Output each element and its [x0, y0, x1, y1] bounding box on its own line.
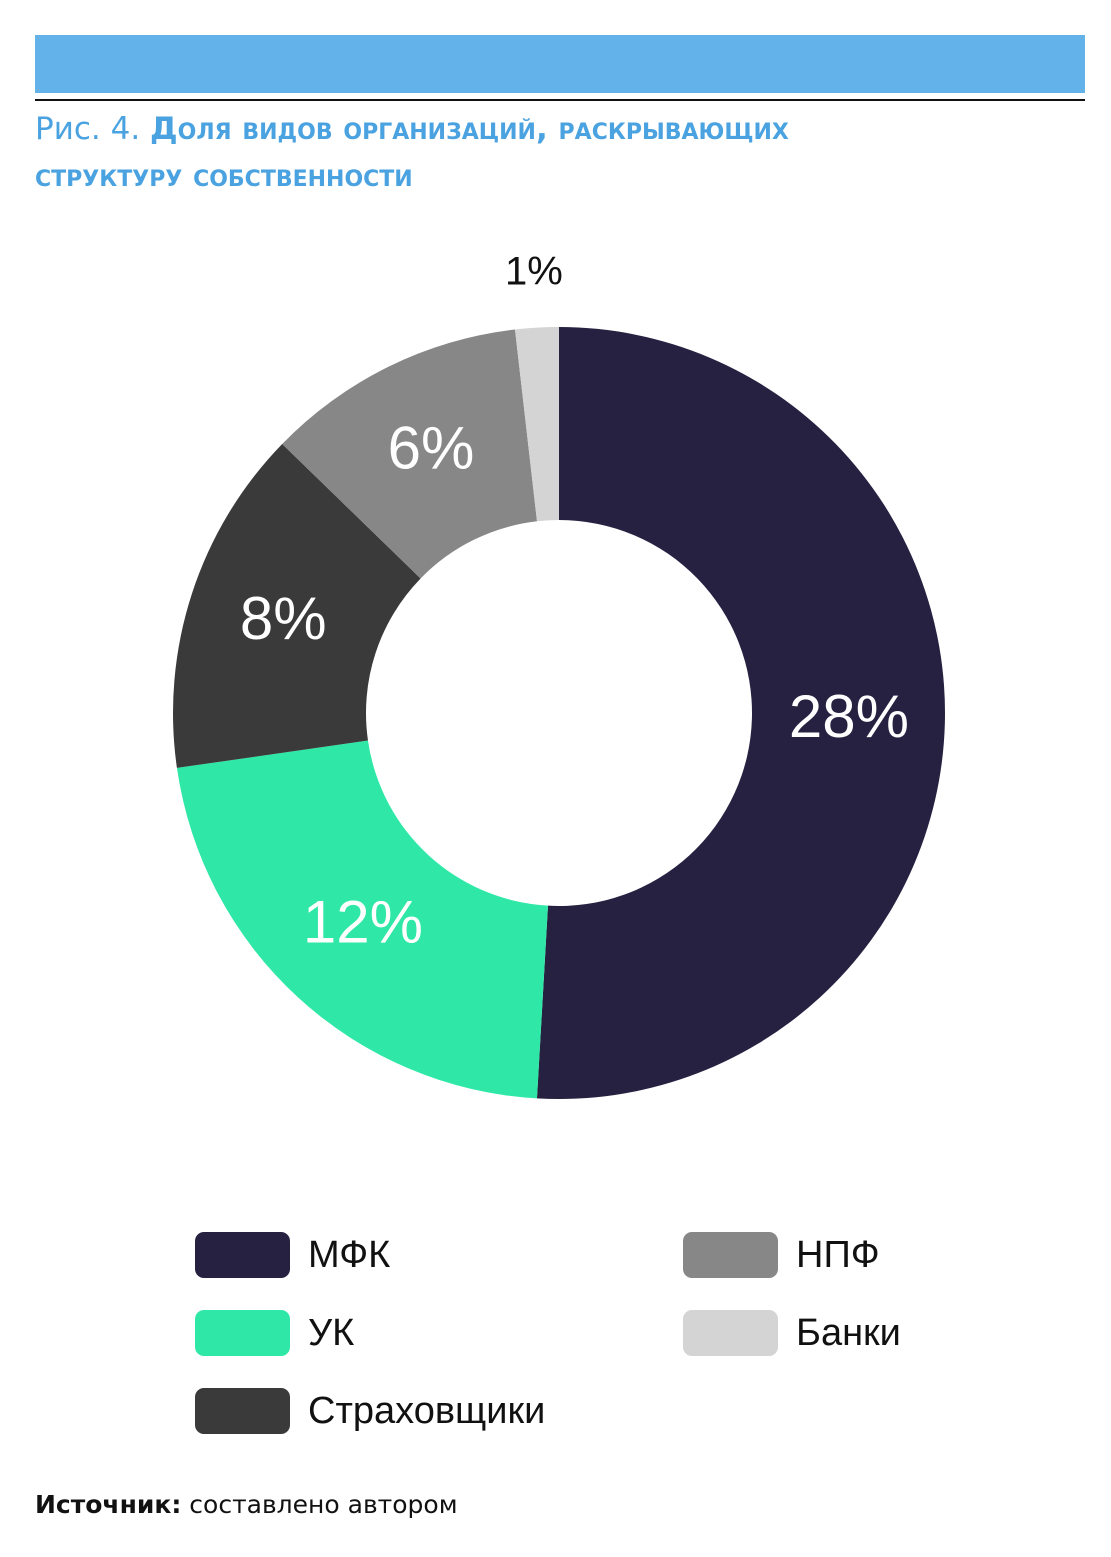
header-rule	[35, 99, 1085, 101]
source: Источник: составлено автором	[35, 1490, 458, 1519]
legend-swatch	[683, 1232, 778, 1278]
legend-label: МФК	[308, 1234, 390, 1276]
source-label: Источник:	[35, 1490, 182, 1519]
legend-label: Страховщики	[308, 1390, 545, 1432]
chart-title: Рис. 4. Доля видов организаций, раскрыва…	[35, 106, 835, 200]
source-text: составлено автором	[189, 1490, 458, 1519]
value-label: 8%	[240, 585, 327, 652]
value-label: 1%	[505, 249, 563, 293]
chart: 28% 12% 8% 6% 1% МФК УК Страховщики НПФ Банки	[172, 249, 946, 1434]
header-bar	[35, 35, 1085, 93]
slice	[536, 327, 946, 1099]
value-label: 6%	[388, 415, 475, 482]
slice	[172, 443, 421, 768]
legend-swatch	[195, 1310, 290, 1356]
legend-swatch	[195, 1232, 290, 1278]
slice	[176, 740, 548, 1099]
value-label: 28%	[789, 683, 909, 750]
slice	[514, 327, 559, 522]
figure-label: Рис. 4.	[35, 111, 141, 147]
title-text: Доля видов организаций, раскрывающих стр…	[35, 111, 789, 194]
legend-swatch	[195, 1388, 290, 1434]
legend-label: НПФ	[796, 1234, 880, 1276]
legend-label: Банки	[796, 1312, 901, 1354]
legend-label: УК	[308, 1312, 354, 1354]
value-label: 12%	[303, 888, 423, 955]
slice	[282, 329, 537, 579]
legend-swatch	[683, 1310, 778, 1356]
